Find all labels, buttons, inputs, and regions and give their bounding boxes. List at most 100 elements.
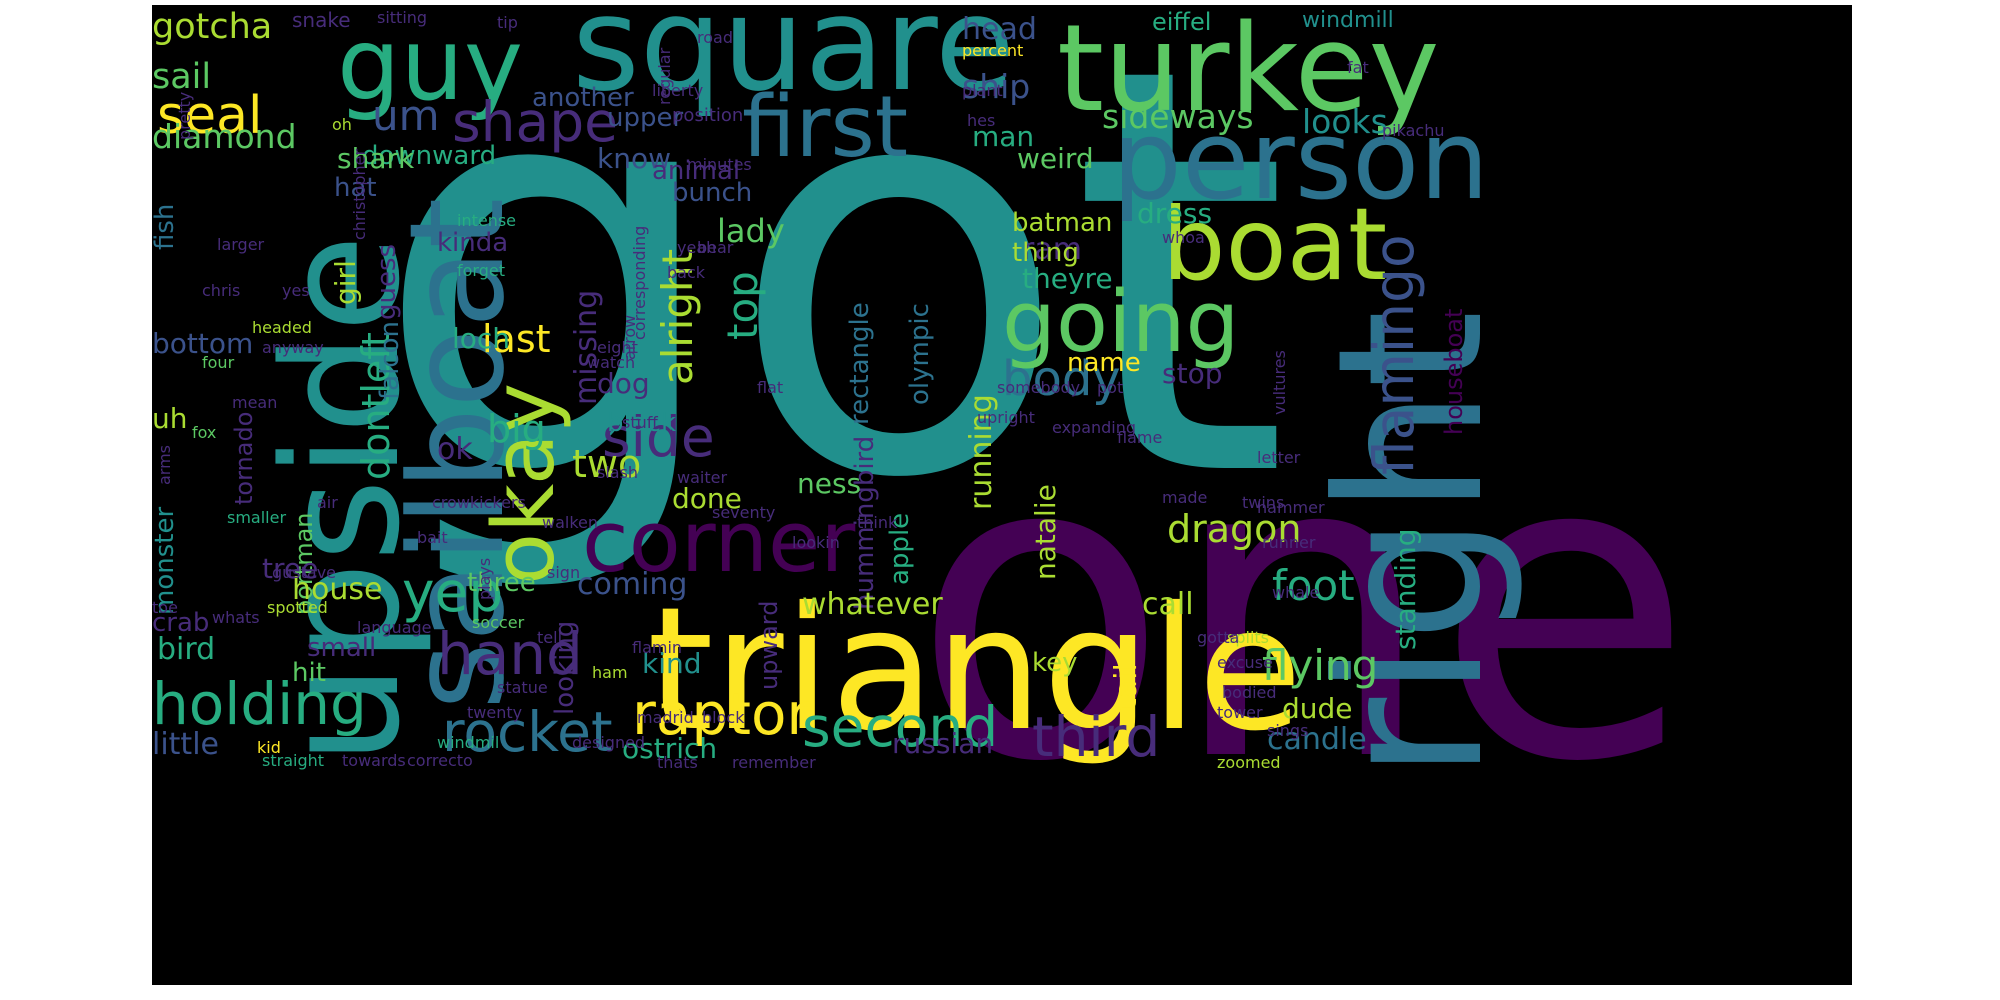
- word-corresponding: corresponding: [630, 225, 649, 340]
- word-windmill: windmill: [1302, 8, 1394, 33]
- word-lady: lady: [717, 212, 785, 250]
- word-flamingo: flamingo: [1362, 234, 1426, 475]
- word-downward: downward: [362, 141, 497, 171]
- word-little: little: [152, 727, 219, 762]
- word-know: know: [597, 142, 671, 175]
- word-mean: mean: [232, 393, 278, 412]
- word-sign: sign: [547, 563, 581, 582]
- word-spotted: spotted: [267, 598, 328, 617]
- word-bunch: bunch: [672, 178, 753, 208]
- word-black: black: [607, 408, 677, 438]
- word-sideways: sideways: [1102, 97, 1254, 136]
- word-um: um: [372, 91, 440, 140]
- word-tip: tip: [497, 13, 518, 32]
- word-rectangle: rectangle: [845, 302, 875, 425]
- word-corner: corner: [582, 493, 856, 592]
- word-first: first: [742, 78, 909, 177]
- word-dude: dude: [1282, 692, 1353, 725]
- word-standing: standing: [1389, 528, 1422, 650]
- word-olympic: olympic: [905, 303, 935, 405]
- word-crab: crab: [152, 608, 210, 638]
- word-rocket: rocket: [442, 700, 613, 764]
- word-upper: upper: [607, 103, 684, 133]
- word-slash: slash: [597, 463, 639, 482]
- word-road: road: [697, 28, 733, 47]
- word-one: one: [912, 365, 1694, 854]
- word-tail: tail: [1109, 663, 1144, 710]
- word-ram: ram: [1022, 232, 1082, 267]
- word-hit: hit: [292, 658, 326, 688]
- word-square: square: [572, 5, 1015, 120]
- word-boat: boat: [1162, 186, 1388, 303]
- word-block: block: [702, 708, 745, 727]
- word-stop: stop: [1162, 357, 1223, 390]
- word-third: third: [1032, 705, 1161, 769]
- word-snake: snake: [292, 8, 351, 32]
- word-made: made: [1162, 488, 1208, 507]
- word-top: top: [718, 271, 767, 340]
- word-holding: holding: [152, 670, 367, 738]
- word-statue: statue: [497, 678, 548, 697]
- word-guy: guy: [337, 6, 524, 123]
- word-liberty: liberty: [652, 81, 704, 100]
- word-walken: walken: [542, 513, 599, 532]
- word-flat: flat: [757, 378, 784, 397]
- word-minutes: minutes: [687, 155, 752, 174]
- word-hand: hand: [437, 620, 583, 688]
- word-shark: shark: [337, 142, 415, 175]
- word-towards: towards: [342, 751, 406, 770]
- word-larger: larger: [217, 235, 265, 254]
- word-sitting: sitting: [377, 8, 428, 27]
- word-forget: forget: [457, 261, 505, 280]
- word-loch: loch: [452, 322, 511, 355]
- word-letter: letter: [1257, 448, 1301, 467]
- word-plant: plant: [962, 81, 1003, 100]
- word-name: name: [1067, 348, 1141, 378]
- word-gotcha: gotcha: [152, 7, 273, 47]
- word-crowkickers: crowkickers: [432, 493, 526, 512]
- word-flamin: flamin: [632, 638, 683, 657]
- word-key: key: [1032, 648, 1078, 678]
- word-another: another: [532, 83, 634, 113]
- word-person: person: [1112, 96, 1490, 224]
- word-body: body: [1002, 351, 1121, 407]
- word-ostrich: ostrich: [622, 732, 718, 765]
- word-tornado: tornado: [230, 411, 258, 505]
- word-position: position: [672, 105, 744, 126]
- word-excuse: excuse: [1217, 653, 1273, 672]
- word-back: back: [667, 263, 706, 282]
- word-stuff: stuff: [622, 413, 658, 432]
- word-remember: remember: [732, 753, 816, 772]
- word-turkey: turkey: [1057, 5, 1440, 139]
- word-windmil: windmil: [437, 733, 500, 752]
- word-russian: russian: [892, 727, 994, 760]
- word-falcon: falcon: [375, 321, 405, 400]
- word-girl: girl: [329, 260, 362, 305]
- word-second: second: [802, 695, 999, 759]
- word-upright: upright: [977, 408, 1035, 427]
- word-pot: pot: [1097, 378, 1124, 397]
- word-eiffel: eiffel: [1152, 8, 1212, 36]
- word-gustave: gustave: [272, 563, 337, 582]
- word-whale: whale: [1272, 583, 1320, 602]
- word-arms: arms: [155, 444, 174, 485]
- word-coming: coming: [577, 567, 688, 602]
- word-bird: bird: [157, 632, 216, 667]
- word-fish: fish: [152, 203, 180, 250]
- word-call: call: [1142, 587, 1194, 622]
- word-guess: guess: [372, 243, 402, 320]
- word-bait: bait: [417, 528, 448, 547]
- word-tell: tell: [537, 628, 563, 647]
- word-ham: ham: [592, 663, 628, 682]
- word-somebody: somebody: [997, 378, 1081, 397]
- word-upward: upward: [755, 600, 783, 690]
- word-splits: splits: [1227, 628, 1269, 647]
- word-waiter: waiter: [677, 468, 728, 487]
- word-flame: flame: [1117, 428, 1163, 447]
- word-seal: seal: [157, 86, 263, 146]
- word-animal: animal: [652, 156, 741, 186]
- word-kind: kind: [642, 647, 702, 680]
- word-flying: flying: [1262, 641, 1379, 690]
- word-percent: percent: [962, 41, 1024, 60]
- word-twenty: twenty: [467, 703, 523, 722]
